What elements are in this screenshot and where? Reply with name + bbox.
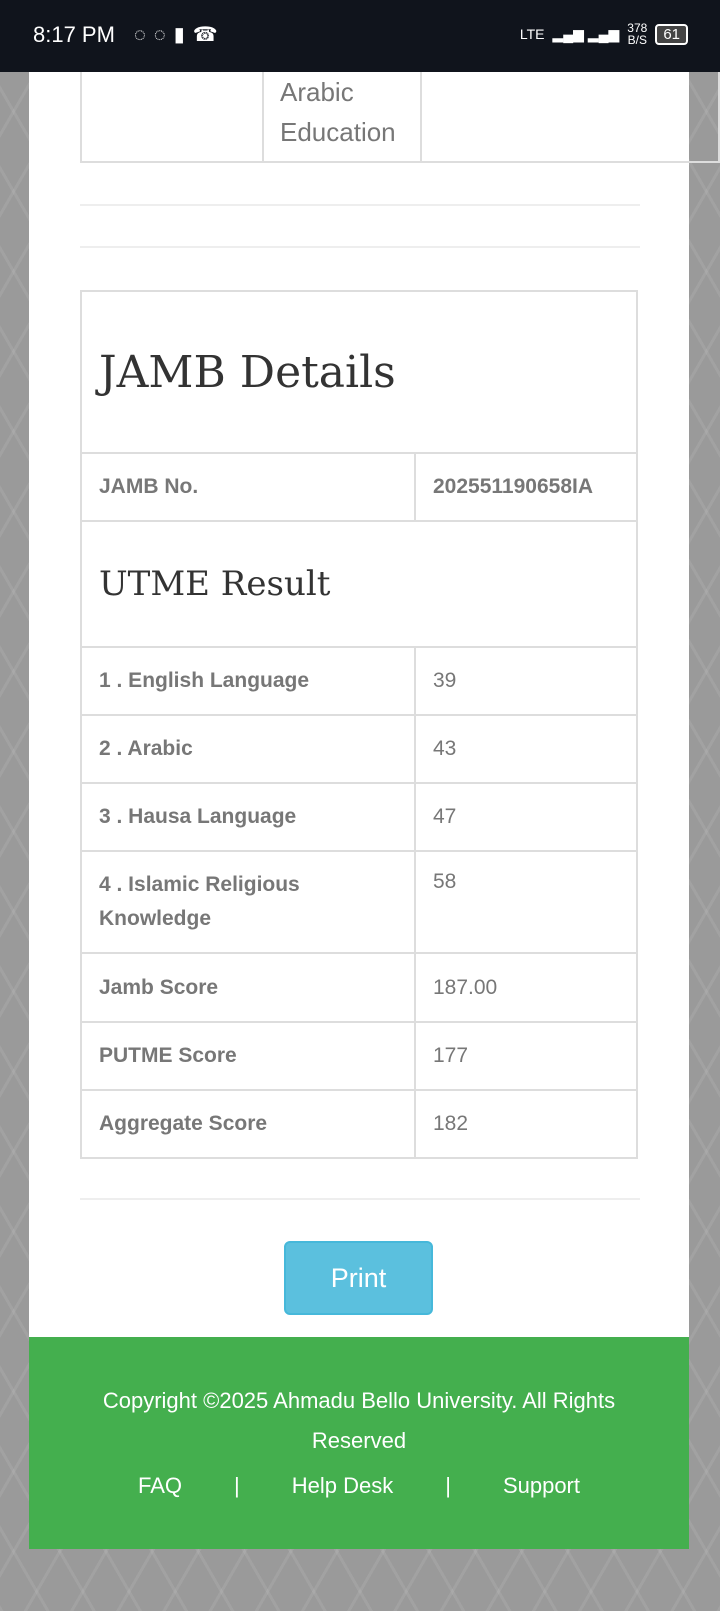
faq-link[interactable]: FAQ <box>138 1473 183 1498</box>
battery-icon: 61 <box>655 23 688 45</box>
app-icon: ▮ <box>173 24 193 46</box>
support-link[interactable]: Support <box>502 1473 580 1498</box>
whatsapp-icon: ◌ <box>134 24 154 46</box>
table-row: 3 . Hausa Language 47 <box>80 782 638 852</box>
table-row: Jamb Score 187.00 <box>80 952 638 1023</box>
jamb-number: 202551190658IA <box>414 452 638 522</box>
utme-title: UTME Result <box>99 564 331 604</box>
missed-call-icon: ☎ <box>192 24 226 46</box>
status-bar: 8:17 PM ◌◌▮☎ LTE ▂▄▆ ▂▄▆ 378 B/S 61 <box>0 0 720 72</box>
table-row: PUTME Score 177 <box>80 1021 638 1091</box>
programme-table: Arabic Education <box>80 72 720 163</box>
network-type: LTE <box>519 26 545 42</box>
content-card: Arabic Education JAMB Details JAMB No. 20… <box>29 72 720 1337</box>
aggregate-score: 182 <box>414 1089 638 1159</box>
signal-icon: ▂▄▆ ▂▄▆ <box>552 25 620 42</box>
clock: 8:17 PM <box>33 22 115 47</box>
divider <box>80 246 640 248</box>
jamb-details-table: JAMB Details JAMB No. 202551190658IA UTME… <box>80 290 638 1159</box>
table-row: Aggregate Score 182 <box>80 1089 638 1159</box>
net-speed: 378 B/S <box>627 21 648 47</box>
table-row: 4 . Islamic Religious Knowledge 58 <box>80 850 638 954</box>
table-row: 2 . Arabic 43 <box>80 714 638 784</box>
putme-score: 177 <box>414 1021 638 1091</box>
notification-icons: ◌◌▮☎ <box>134 22 226 47</box>
copyright: Copyright ©2025 Ahmadu Bello University.… <box>102 1388 616 1453</box>
whatsapp-icon: ◌ <box>153 24 174 46</box>
programme-cell: Arabic Education <box>264 72 422 161</box>
help-desk-link[interactable]: Help Desk <box>291 1473 394 1498</box>
jamb-details-title: JAMB Details <box>99 346 396 398</box>
divider <box>80 204 640 206</box>
footer: Copyright ©2025 Ahmadu Bello University.… <box>29 1337 689 1549</box>
jamb-score: 187.00 <box>414 952 638 1023</box>
table-row: JAMB No. 202551190658IA <box>80 452 638 522</box>
divider <box>80 1198 640 1200</box>
table-row: 1 . English Language 39 <box>80 646 638 716</box>
print-button[interactable]: Print <box>284 1241 433 1315</box>
